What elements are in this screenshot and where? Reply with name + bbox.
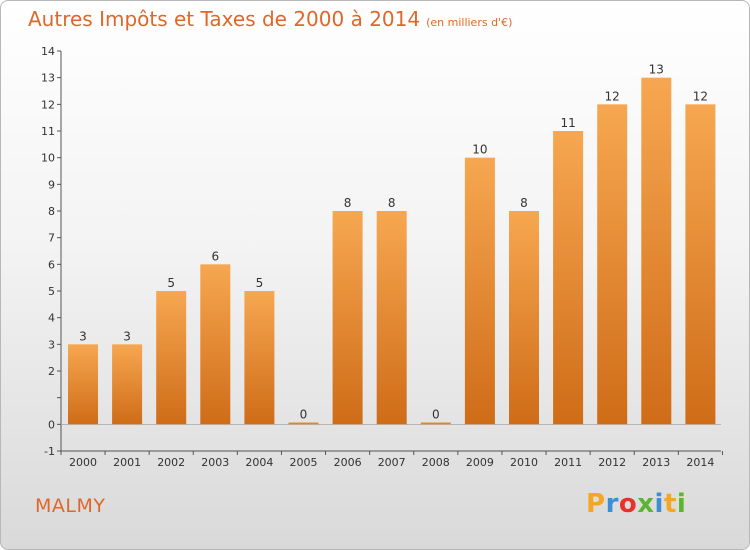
- data-label-2007: 8: [388, 196, 396, 210]
- bar-2007: [376, 211, 407, 425]
- bar-2004: [244, 291, 275, 425]
- x-tick-label: 2000: [69, 456, 97, 469]
- data-label-2003: 6: [211, 249, 219, 263]
- x-tick-label: 2009: [466, 456, 494, 469]
- logo-letter: r: [605, 489, 619, 519]
- bar-2000: [68, 344, 98, 425]
- y-tick-label: -1: [44, 445, 55, 458]
- logo-letter: i: [654, 489, 664, 519]
- x-tick-label: 2001: [113, 456, 141, 469]
- y-tick-label: 7: [48, 232, 55, 245]
- data-label-2006: 8: [344, 196, 352, 210]
- x-tick-label: 2010: [510, 456, 538, 469]
- chart-title-text: Autres Impôts et Taxes de 2000 à 2014: [28, 7, 421, 31]
- chart-axes: -1 0 2 3 4 5 6 7 8 9 10 11 12 13 14 2000 2001 2002 2003 200…: [41, 45, 723, 469]
- x-tick-label: 2011: [554, 456, 582, 469]
- y-tick-label: 4: [48, 312, 55, 325]
- bar-2008: [420, 422, 451, 425]
- y-tick-label: 10: [41, 152, 55, 165]
- y-tick-label: 0: [48, 418, 55, 431]
- logo-letter: o: [618, 489, 638, 519]
- data-label-2005: 0: [300, 407, 308, 421]
- data-label-2010: 8: [520, 196, 528, 210]
- y-tick-label: 5: [48, 285, 55, 298]
- x-tick-label: 2004: [245, 456, 273, 469]
- data-label-2012: 12: [605, 89, 620, 103]
- y-tick-label: 14: [41, 45, 55, 58]
- bar-2006: [332, 211, 363, 425]
- chart-data-labels: 3 3 5 6 5 0 8 8 0 10 8 11 12 13 12: [79, 63, 708, 422]
- data-label-2014: 12: [693, 89, 708, 103]
- y-tick-label: 6: [48, 258, 55, 271]
- bar-2003: [200, 264, 231, 425]
- x-tick-label: 2003: [201, 456, 229, 469]
- data-label-2004: 5: [256, 276, 264, 290]
- bar-2002: [156, 291, 187, 425]
- data-label-2002: 5: [167, 276, 175, 290]
- data-label-2001: 3: [123, 329, 131, 343]
- y-tick-label: 8: [48, 205, 55, 218]
- commune-name: MALMY: [35, 495, 106, 517]
- chart-title: Autres Impôts et Taxes de 2000 à 2014 (en…: [28, 7, 512, 31]
- logo-letter: i: [676, 489, 687, 519]
- data-label-2008: 0: [432, 407, 440, 421]
- data-label-2011: 11: [560, 116, 575, 130]
- logo-letter: x: [637, 489, 655, 519]
- data-label-2009: 10: [472, 143, 487, 157]
- y-tick-label: 2: [48, 365, 55, 378]
- bar-2014: [685, 104, 716, 425]
- logo-letter: t: [663, 489, 677, 519]
- chart-bars: [68, 77, 716, 425]
- data-label-2000: 3: [79, 329, 87, 343]
- x-tick-label: 2013: [642, 456, 670, 469]
- y-tick-label: 11: [41, 125, 55, 138]
- x-tick-label: 2008: [422, 456, 450, 469]
- bar-2005: [288, 422, 319, 425]
- bar-2010: [509, 211, 539, 425]
- bar-2001: [112, 344, 143, 425]
- x-tick-label: 2006: [334, 456, 362, 469]
- bar-2009: [464, 157, 495, 425]
- x-tick-label: 2007: [378, 456, 406, 469]
- chart-title-unit: (en milliers d'€): [426, 16, 513, 29]
- bar-2012: [597, 104, 628, 425]
- y-tick-label: 9: [48, 178, 55, 191]
- x-tick-label: 2012: [598, 456, 626, 469]
- y-tick-label: 3: [48, 338, 55, 351]
- bar-2011: [553, 131, 584, 425]
- y-tick-label: 12: [41, 98, 55, 111]
- bar-2013: [641, 77, 672, 425]
- data-label-2013: 13: [649, 63, 664, 77]
- proxiti-logo: Proxiti: [586, 489, 686, 519]
- x-tick-label: 2002: [157, 456, 185, 469]
- x-tick-label: 2014: [686, 456, 714, 469]
- x-tick-label: 2005: [290, 456, 318, 469]
- y-tick-label: 13: [41, 72, 55, 85]
- logo-letter: P: [586, 489, 606, 519]
